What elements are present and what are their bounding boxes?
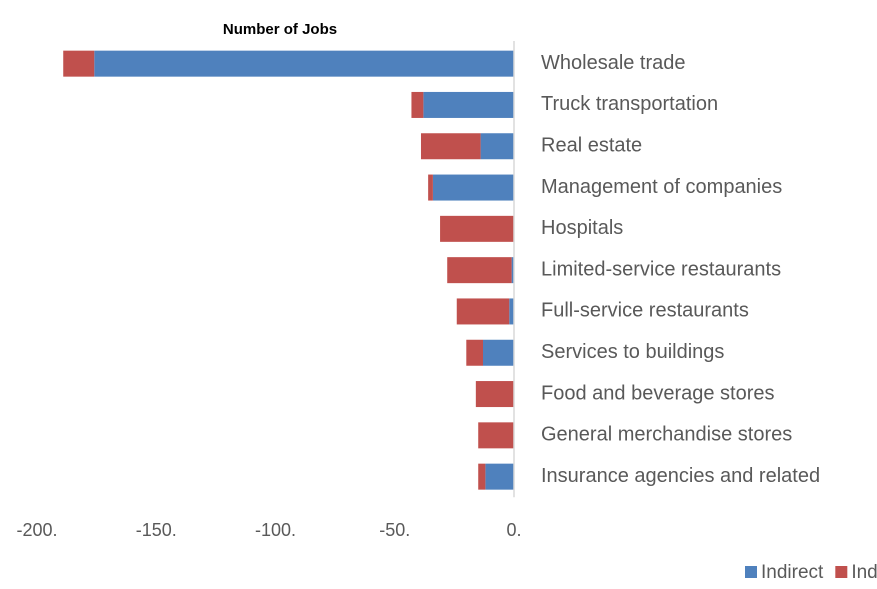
- bar-segment: [478, 422, 514, 449]
- bar-segment: [466, 339, 483, 366]
- x-tick-label: -50.: [379, 520, 410, 540]
- bar-segment: [447, 257, 512, 284]
- category-label: Limited-service restaurants: [541, 258, 781, 280]
- legend-label: Indirect: [761, 562, 824, 583]
- bar-segment: [411, 91, 424, 118]
- legend-label: Induced: [851, 562, 877, 583]
- legend-swatch: [745, 566, 757, 578]
- x-tick-label: -200.: [16, 520, 57, 540]
- bar-segment: [423, 91, 514, 118]
- bar-segment: [482, 339, 514, 366]
- bar-segment: [94, 50, 515, 77]
- category-label: Truck transportation: [541, 93, 718, 115]
- category-label: General merchandise stores: [541, 424, 792, 446]
- category-label: Food and beverage stores: [541, 382, 775, 404]
- bar-segment: [456, 298, 510, 325]
- category-label: Full-service restaurants: [541, 300, 749, 322]
- bar-segment: [485, 463, 514, 490]
- bar-segment: [440, 215, 514, 242]
- bar-segment: [420, 133, 481, 160]
- category-label: Services to buildings: [541, 341, 724, 363]
- category-label: Management of companies: [541, 176, 782, 198]
- category-label: Wholesale trade: [541, 52, 686, 74]
- bar-segment: [428, 174, 433, 201]
- bar-segment: [432, 174, 514, 201]
- bar-segment: [478, 463, 486, 490]
- category-label: Real estate: [541, 135, 642, 157]
- bar-segment: [480, 133, 514, 160]
- x-tick-label: 0.: [506, 520, 521, 540]
- bar-segment: [511, 257, 514, 284]
- category-label: Hospitals: [541, 217, 623, 239]
- bar-segment: [63, 50, 95, 77]
- bar-segment: [509, 298, 514, 325]
- legend-swatch: [835, 566, 848, 578]
- category-label: Insurance agencies and related: [541, 465, 820, 487]
- bar-segment: [475, 381, 514, 408]
- chart-title: Number of Jobs: [223, 21, 337, 38]
- x-tick-label: -100.: [255, 520, 296, 540]
- x-tick-label: -150.: [136, 520, 177, 540]
